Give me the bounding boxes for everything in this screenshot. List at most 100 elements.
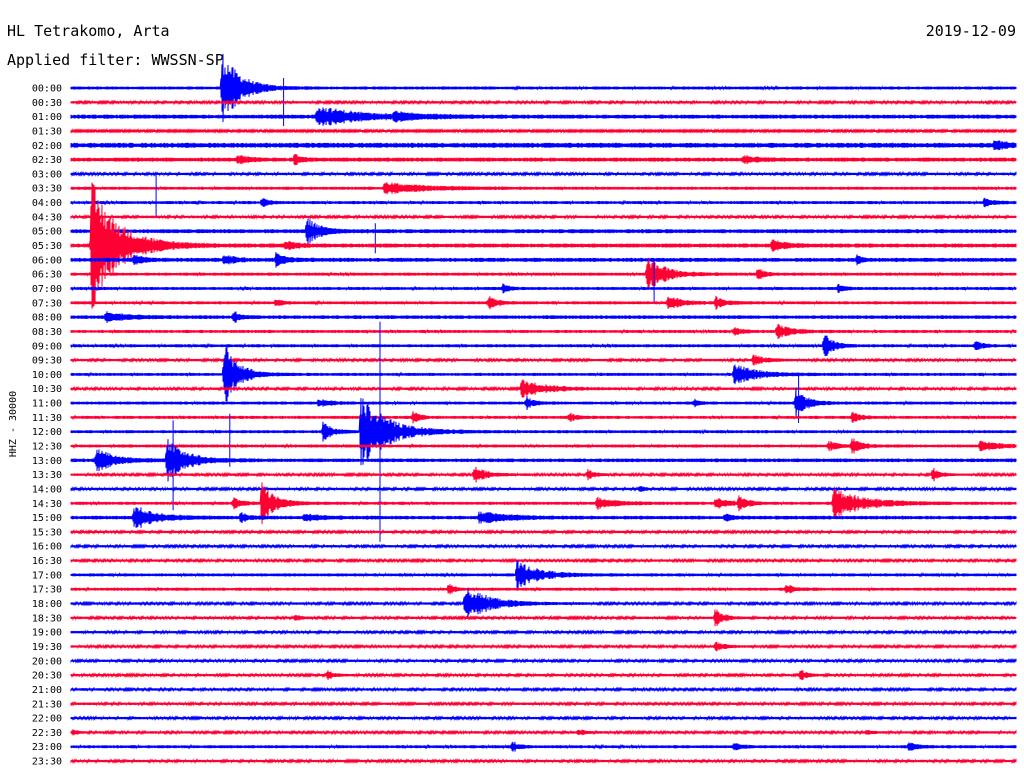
time-tick-label: 06:00 [32, 255, 62, 266]
time-tick-label: 23:30 [32, 757, 62, 768]
station-title: HL Tetrakomo, Arta [7, 22, 170, 40]
time-tick-label: 23:00 [32, 742, 62, 753]
trace-line [70, 295, 1017, 310]
time-tick-label: 13:30 [32, 470, 62, 481]
trace-line [70, 258, 1017, 290]
trace-line [70, 420, 1017, 511]
trace-line [70, 560, 1017, 590]
trace-line [70, 686, 1017, 693]
trace-line [70, 252, 1017, 268]
trace-line [70, 411, 1017, 424]
time-tick-label: 15:30 [32, 527, 62, 538]
trace-line [70, 218, 1017, 254]
trace-line [70, 729, 1017, 736]
trace-line [70, 324, 1017, 339]
trace-line [70, 311, 1017, 324]
trace-line [70, 335, 1017, 356]
trace-line [70, 182, 1017, 309]
time-tick-label: 22:30 [32, 728, 62, 739]
trace-line [70, 670, 1017, 681]
time-tick-label: 03:00 [32, 169, 62, 180]
time-tick-label: 01:30 [32, 126, 62, 137]
trace-line [70, 507, 1017, 528]
trace-line [70, 700, 1017, 707]
time-tick-label: 16:00 [32, 542, 62, 553]
trace-line [70, 213, 1017, 220]
time-tick-label: 08:30 [32, 327, 62, 338]
date-label: 2019-12-09 [926, 22, 1016, 40]
trace-line [70, 128, 1017, 134]
time-tick-label: 13:00 [32, 456, 62, 467]
time-tick-label: 09:30 [32, 356, 62, 367]
time-tick-label: 00:30 [32, 98, 62, 109]
trace-line [70, 482, 1017, 525]
time-tick-label: 17:00 [32, 570, 62, 581]
time-tick-label: 01:00 [32, 112, 62, 123]
time-tick-label: 14:00 [32, 484, 62, 495]
trace-line [70, 172, 1017, 217]
trace-line [70, 715, 1017, 722]
trace-line [70, 741, 1017, 752]
trace-line [70, 258, 1017, 303]
trace-line [70, 373, 1017, 423]
time-tick-label: 06:30 [32, 270, 62, 281]
time-tick-label: 18:30 [32, 613, 62, 624]
time-tick-label: 10:00 [32, 370, 62, 381]
time-tick-label: 02:30 [32, 155, 62, 166]
trace-line [70, 588, 1017, 619]
trace-line [70, 629, 1017, 636]
time-tick-label: 17:30 [32, 585, 62, 596]
time-tick-label: 05:30 [32, 241, 62, 252]
time-tick-label: 02:00 [32, 141, 62, 152]
time-tick-label: 07:00 [32, 284, 62, 295]
time-tick-label: 21:00 [32, 685, 62, 696]
trace-line [70, 584, 1017, 595]
filter-label: Applied filter: WWSSN-SP [7, 51, 224, 69]
time-tick-label: 11:00 [32, 399, 62, 410]
time-tick-label: 22:00 [32, 714, 62, 725]
trace-line [70, 99, 1017, 106]
time-tick-label: 10:30 [32, 384, 62, 395]
trace-line [70, 485, 1017, 493]
trace-line [70, 438, 1017, 454]
trace-line [70, 379, 1017, 398]
trace-line [70, 543, 1017, 550]
trace-line [70, 140, 1017, 151]
time-tick-label: 14:30 [32, 499, 62, 510]
trace-line [70, 170, 1017, 177]
time-tick-label: 20:00 [32, 656, 62, 667]
time-tick-label: 12:30 [32, 442, 62, 453]
trace-line [70, 346, 1017, 403]
time-tick-label: 19:00 [32, 628, 62, 639]
time-tick-label: 19:30 [32, 642, 62, 653]
trace-line [70, 757, 1017, 765]
time-tick-label: 04:30 [32, 212, 62, 223]
time-tick-label: 08:00 [32, 313, 62, 324]
trace-line [70, 466, 1017, 483]
time-tick-label: 16:30 [32, 556, 62, 567]
time-tick-label: 07:30 [32, 298, 62, 309]
trace-line [70, 107, 1017, 126]
time-tick-label: 15:00 [32, 513, 62, 524]
time-tick-label: 18:00 [32, 599, 62, 610]
time-tick-label: 12:00 [32, 427, 62, 438]
trace-line [70, 557, 1017, 564]
time-tick-labels: 00:00 00:30 01:00 01:30 02:00 02:30 03:00 03:30… [32, 84, 62, 768]
seismic-traces [70, 53, 1017, 765]
trace-line [70, 641, 1017, 652]
time-tick-label: 04:00 [32, 198, 62, 209]
channel-label: HHZ - 30000 [8, 391, 19, 457]
time-tick-label: 03:30 [32, 184, 62, 195]
time-tick-label: 21:30 [32, 699, 62, 710]
time-tick-label: 20:30 [32, 671, 62, 682]
trace-line [70, 153, 1017, 166]
trace-line [70, 657, 1017, 664]
time-tick-label: 00:00 [32, 84, 62, 95]
trace-line [70, 182, 1017, 195]
time-tick-label: 11:30 [32, 413, 62, 424]
time-tick-label: 09:00 [32, 341, 62, 352]
time-tick-label: 05:00 [32, 227, 62, 238]
trace-line [70, 609, 1017, 627]
trace-line [70, 528, 1017, 535]
